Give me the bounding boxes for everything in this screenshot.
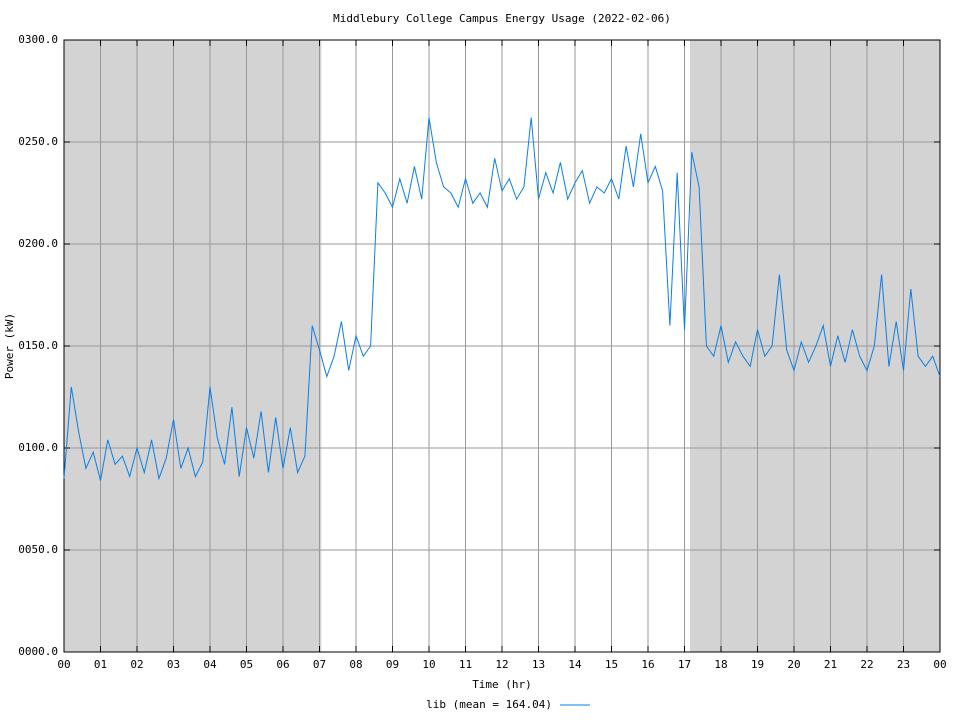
x-tick-label: 11: [459, 658, 472, 671]
y-tick-label: 0100.0: [18, 441, 58, 454]
x-tick-label: 18: [714, 658, 727, 671]
x-tick-label: 00: [933, 658, 946, 671]
x-tick-label: 01: [94, 658, 107, 671]
x-tick-label: 06: [276, 658, 289, 671]
y-tick-label: 0150.0: [18, 339, 58, 352]
data-line: [63, 117, 941, 481]
x-tick-label: 23: [897, 658, 910, 671]
y-tick-label: 0300.0: [18, 33, 58, 46]
x-tick-label: 19: [751, 658, 764, 671]
chart-title: Middlebury College Campus Energy Usage (…: [333, 12, 671, 25]
x-tick-label: 13: [532, 658, 545, 671]
x-tick-label: 12: [495, 658, 508, 671]
x-tick-label: 10: [422, 658, 435, 671]
y-axis-label: Power (kW): [3, 313, 16, 379]
plot-frame: [63, 39, 941, 653]
x-axis-label: Time (hr): [472, 678, 532, 691]
x-tick-label: 08: [349, 658, 362, 671]
x-tick-label: 17: [678, 658, 691, 671]
x-tick-label: 00: [57, 658, 70, 671]
x-tick-label: 09: [386, 658, 399, 671]
y-tick-label: 0050.0: [18, 543, 58, 556]
x-tick-label: 04: [203, 658, 217, 671]
x-tick-label: 16: [641, 658, 654, 671]
x-tick-label: 02: [130, 658, 143, 671]
x-tick-label: 03: [167, 658, 180, 671]
x-tick-label: 20: [787, 658, 800, 671]
y-tick-label: 0000.0: [18, 645, 58, 658]
legend-label: lib (mean = 164.04): [426, 698, 552, 711]
y-tick-label: 0250.0: [18, 135, 58, 148]
y-tick-label: 0200.0: [18, 237, 58, 250]
x-tick-label: 14: [568, 658, 582, 671]
x-tick-label: 22: [860, 658, 873, 671]
x-tick-label: 21: [824, 658, 837, 671]
x-tick-label: 05: [240, 658, 253, 671]
x-tick-label: 15: [605, 658, 618, 671]
x-tick-label: 07: [313, 658, 326, 671]
